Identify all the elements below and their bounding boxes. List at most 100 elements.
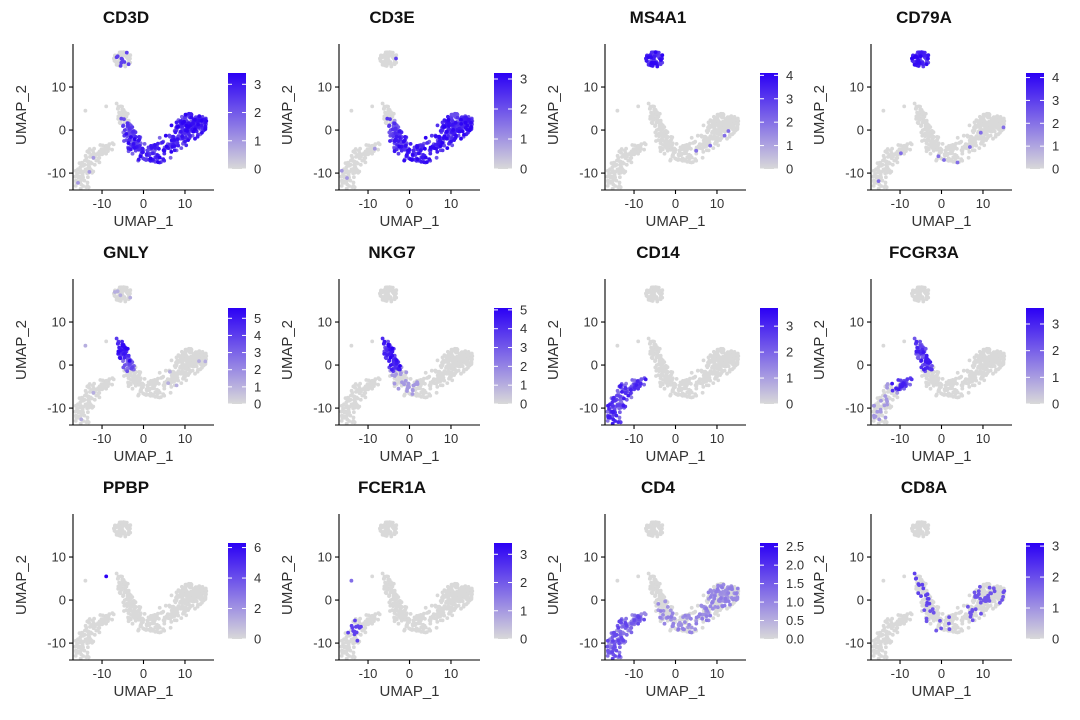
cell-point [155, 387, 160, 392]
cell-point [703, 135, 708, 140]
cell-point [945, 157, 950, 162]
cell-point [117, 110, 122, 115]
cell-point [638, 146, 643, 151]
cell-point [613, 170, 618, 174]
cell-point [345, 161, 349, 166]
cell-point [203, 127, 208, 131]
cell-point [730, 132, 734, 137]
cell-point [966, 390, 971, 395]
cell-point [423, 390, 428, 395]
cell-point [711, 136, 715, 141]
cell-point [617, 180, 622, 185]
cell-point [446, 356, 451, 360]
cell-point [929, 129, 934, 134]
cell-point [73, 419, 78, 423]
cell-point [356, 161, 360, 166]
cell-point [978, 117, 983, 122]
cell-point [945, 392, 950, 397]
x-tick-label: -10 [93, 196, 112, 211]
legend-tick-label: 5 [520, 302, 527, 317]
cell-point [408, 142, 413, 146]
cell-point [172, 148, 177, 153]
cell-point [918, 292, 923, 297]
cell-point [190, 368, 195, 373]
cell-point [669, 382, 673, 387]
cell-point [449, 352, 454, 356]
x-tick-label: 0 [140, 431, 147, 446]
cell-point [973, 375, 978, 380]
cell-point [953, 152, 957, 157]
cell-point [712, 117, 717, 122]
cell-point [718, 373, 722, 377]
cell-point [694, 151, 699, 156]
cell-point [638, 381, 643, 386]
cell-point [723, 118, 728, 123]
cell-point [701, 358, 706, 363]
cell-point [984, 138, 988, 143]
cell-point [732, 353, 737, 357]
cell-point [967, 379, 972, 384]
cell-point [401, 139, 406, 144]
legend-tick-label: 3 [254, 77, 261, 92]
cell-point [948, 393, 953, 398]
cell-point [444, 129, 449, 134]
cell-point [380, 101, 385, 106]
cell-point [173, 130, 178, 135]
cell-point [124, 346, 129, 351]
cell-point [132, 137, 137, 142]
cell-point [126, 141, 131, 146]
cell-point [358, 146, 362, 151]
cell-point [114, 336, 119, 341]
cell-point [936, 154, 941, 159]
cell-point [180, 361, 185, 366]
cell-point [712, 121, 717, 125]
cell-point [710, 129, 715, 134]
cell-point [167, 142, 172, 147]
panel-title: CD3D [102, 8, 150, 27]
cell-point [978, 126, 983, 131]
cell-point [142, 142, 147, 146]
cell-point [92, 162, 97, 167]
cell-point [123, 299, 128, 304]
cell-point [128, 295, 133, 300]
x-axis-label: UMAP_1 [379, 448, 439, 465]
cell-point [884, 175, 888, 180]
cell-point [362, 156, 367, 161]
x-axis-label: UMAP_1 [645, 213, 705, 230]
cell-point [147, 392, 152, 397]
cell-point [96, 391, 101, 396]
cell-point [100, 378, 105, 383]
cell-point [935, 147, 939, 152]
feature-panel-cd79a: CD79A -10 0 10 10 0 -10 UMAP_1 UMAP_2 4 3 2 1 0 [804, 0, 1074, 235]
cell-point [447, 124, 451, 128]
cell-point [715, 112, 720, 117]
cell-point [91, 155, 96, 160]
cell-point [936, 135, 941, 140]
cell-point [650, 121, 655, 126]
cell-point [186, 373, 191, 377]
cell-point [345, 409, 349, 414]
cell-point [654, 346, 659, 351]
cell-point [647, 289, 652, 294]
cell-point [617, 159, 622, 163]
cell-point [91, 390, 96, 395]
cell-point [660, 123, 665, 128]
cell-point [912, 101, 917, 106]
cell-point [912, 62, 917, 67]
cell-point [453, 111, 457, 116]
cell-point [116, 117, 121, 121]
panel-title: CD3E [369, 8, 415, 27]
cell-point [623, 386, 628, 391]
cell-point [681, 379, 685, 383]
cell-point [74, 403, 79, 408]
cell-point [948, 158, 953, 163]
cell-point [456, 121, 461, 126]
x-tick-label: -10 [359, 431, 378, 446]
x-tick-label: 0 [140, 196, 147, 211]
cell-point [100, 152, 105, 157]
cell-point [393, 126, 398, 131]
cell-point [701, 150, 706, 154]
cell-point [175, 137, 180, 142]
cell-point [400, 380, 404, 385]
